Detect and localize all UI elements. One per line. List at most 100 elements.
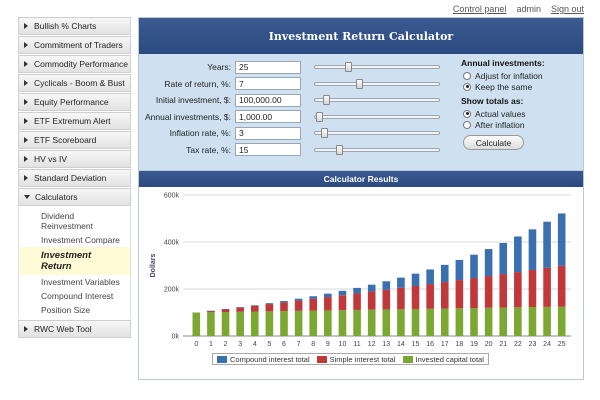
bar-compound-interest-total [411, 273, 420, 286]
legend-swatch [402, 355, 413, 363]
sidebar-item-label: ETF Extremum Alert [34, 116, 111, 126]
sidebar-item-0[interactable]: Bullish % Charts [18, 17, 131, 35]
bar-simple-interest-total [207, 310, 215, 313]
radio-checked-icon[interactable] [463, 109, 471, 118]
bar-compound-interest-total [514, 236, 522, 273]
sidebar-item-label: ETF Scoreboard [34, 135, 97, 145]
bar-invested-capital-total [455, 308, 464, 336]
bar-simple-interest-total [324, 297, 332, 311]
bar-compound-interest-total [221, 309, 230, 310]
slider-handle[interactable] [316, 111, 324, 122]
submenu-item-1[interactable]: Investment Compare [41, 235, 120, 245]
bar-simple-interest-total [338, 295, 347, 311]
sidebar-item-calculators[interactable]: Calculators [18, 188, 131, 206]
slider-handle[interactable] [344, 62, 352, 72]
triangle-right-icon [24, 326, 28, 332]
triangle-right-icon [24, 80, 28, 86]
slider-1[interactable] [314, 78, 440, 89]
sidebar-item-6[interactable]: ETF Scoreboard [18, 131, 131, 149]
control-panel-link[interactable]: Control panel [452, 4, 507, 14]
x-tick-label: 5 [267, 341, 271, 348]
x-tick-label: 6 [282, 341, 286, 348]
bar-invested-capital-total [382, 309, 391, 336]
sidebar-item-4[interactable]: Equity Performance [18, 93, 131, 111]
triangle-right-icon [24, 42, 28, 48]
sidebar-item-label: Commodity Performance [34, 59, 129, 69]
radio-unchecked-icon[interactable] [463, 71, 471, 80]
bar-invested-capital-total [265, 311, 274, 336]
submenu-item-3[interactable]: Investment Variables [41, 277, 120, 287]
sidebar-item-label: Bullish % Charts [34, 21, 97, 31]
totals-option-1[interactable]: After inflation [463, 119, 579, 130]
bar-compound-interest-total [397, 277, 405, 288]
field-input-1[interactable] [235, 77, 301, 90]
calculate-button[interactable]: Calculate [463, 135, 524, 150]
slider-handle[interactable] [320, 128, 328, 138]
sidebar-item-1[interactable]: Commitment of Traders [18, 36, 131, 54]
annual-option-1[interactable]: Keep the same [463, 81, 579, 92]
slider-handle[interactable] [356, 78, 364, 89]
submenu-item-2[interactable]: Investment Return [19, 247, 130, 275]
radio-label: Keep the same [475, 81, 533, 92]
field-input-2[interactable] [235, 93, 301, 107]
bar-invested-capital-total [221, 312, 230, 336]
legend-item[interactable]: Simple interest total [316, 355, 396, 364]
bar-simple-interest-total [353, 293, 361, 310]
slider-4[interactable] [314, 128, 440, 138]
slider-3[interactable] [314, 111, 440, 122]
bar-invested-capital-total [192, 312, 201, 336]
submenu-item-0[interactable]: Dividend Reinvestment [41, 211, 93, 231]
show-totals-title: Show totals as: [461, 96, 524, 106]
bar-invested-capital-total [294, 310, 303, 336]
results-chart: 0k 200k 400k 600k Dollars 0 1 2 3 4 5 6 7 8 9 10 11 12 13 1… [139, 187, 583, 379]
sidebar-item-2[interactable]: Commodity Performance [18, 55, 131, 73]
field-label: Inflation rate, %: [169, 128, 231, 138]
chart-legend: Compound interest total Simple interest t… [212, 353, 489, 365]
bar-invested-capital-total [309, 310, 318, 336]
field-input-4[interactable] [235, 126, 301, 140]
bar-invested-capital-total [440, 308, 449, 336]
submenu-item-4[interactable]: Compound Interest [41, 291, 114, 301]
legend-item[interactable]: Invested capital total [402, 355, 484, 364]
sidebar-item-rwc-web-tool[interactable]: RWC Web Tool [18, 320, 131, 338]
radio-checked-icon[interactable] [463, 82, 471, 91]
sidebar-item-7[interactable]: HV vs IV [18, 150, 131, 168]
slider-2[interactable] [314, 95, 440, 105]
slider-handle[interactable] [323, 95, 331, 105]
bar-invested-capital-total [397, 309, 405, 336]
bar-compound-interest-total [338, 290, 347, 296]
slider-5[interactable] [314, 144, 440, 155]
field-input-5[interactable] [235, 143, 301, 156]
legend-swatch [316, 355, 327, 363]
sidebar-item-3[interactable]: Cyclicals - Boom & Bust [18, 74, 131, 92]
x-tick-label: 22 [514, 341, 522, 348]
sidebar-item-5[interactable]: ETF Extremum Alert [18, 112, 131, 130]
sign-out-link[interactable]: Sign out [550, 4, 584, 14]
totals-option-0[interactable]: Actual values [463, 108, 579, 119]
bar-simple-interest-total [426, 284, 434, 309]
legend-item[interactable]: Compound interest total [217, 355, 310, 364]
annual-option-0[interactable]: Adjust for inflation [463, 70, 579, 81]
triangle-right-icon [24, 118, 28, 124]
calculator-form: Years: Rate of return, %: Initial investme… [139, 54, 583, 171]
bar-simple-interest-total [543, 267, 551, 307]
slider-handle[interactable] [336, 144, 344, 155]
radio-unchecked-icon[interactable] [463, 120, 471, 129]
bar-compound-interest-total [367, 284, 376, 292]
sidebar-item-8[interactable]: Standard Deviation [18, 169, 131, 187]
bar-invested-capital-total [470, 308, 478, 336]
x-tick-label: 11 [353, 341, 360, 348]
triangle-right-icon [24, 175, 28, 181]
x-tick-label: 10 [339, 341, 347, 348]
submenu-item-5[interactable]: Position Size [41, 305, 91, 315]
field-row-1: Rate of return, %: [139, 77, 301, 91]
x-tick-label: 14 [397, 341, 405, 348]
annual-investments-title: Annual investments: [461, 58, 545, 68]
triangle-right-icon [24, 23, 28, 29]
field-input-3[interactable] [235, 110, 301, 123]
bar-compound-interest-total [294, 298, 303, 301]
field-input-0[interactable] [235, 60, 301, 74]
slider-0[interactable] [314, 62, 440, 72]
field-label: Years: [207, 62, 231, 72]
